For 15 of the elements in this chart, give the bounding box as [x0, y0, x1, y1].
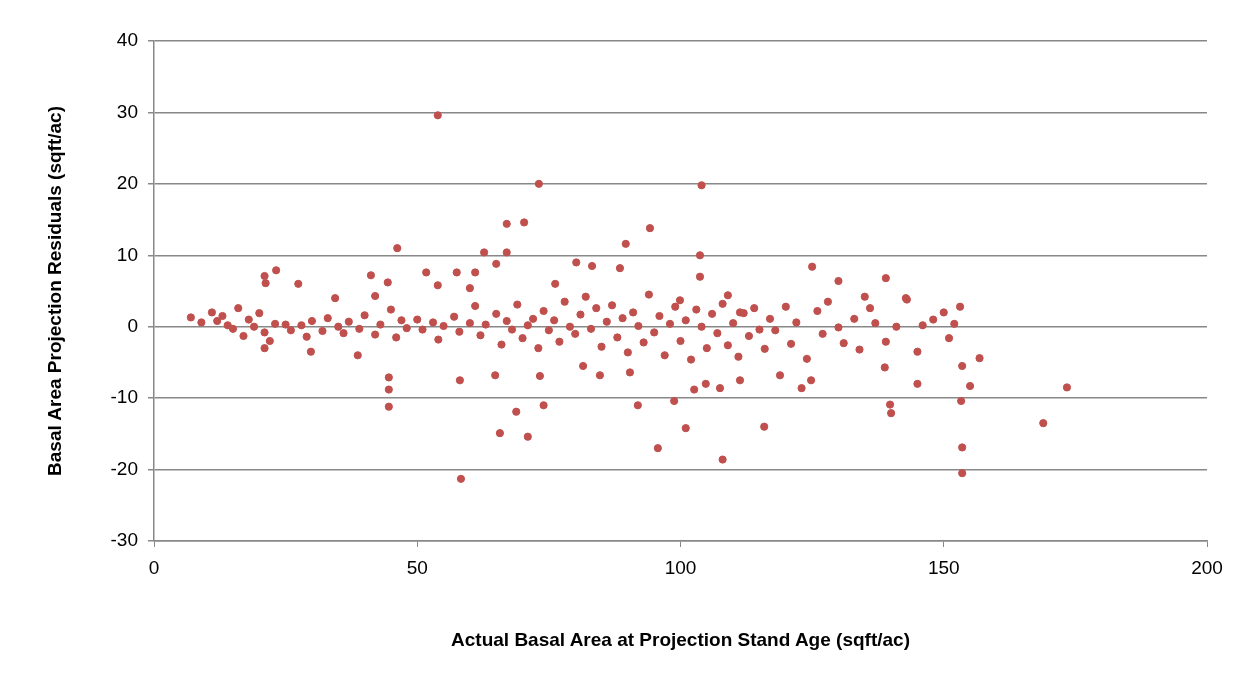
x-axis-title: Actual Basal Area at Projection Stand Age (sqft/ac)	[451, 628, 910, 650]
x-tick-label: 150	[927, 556, 960, 578]
y-tick-label: 40	[116, 29, 138, 51]
y-tick-label: 0	[127, 314, 138, 336]
x-tick-label: 0	[148, 556, 160, 578]
y-tick-label: 10	[116, 243, 138, 265]
y-tick-label: -20	[110, 457, 138, 479]
x-tick-label: 50	[406, 556, 428, 578]
y-axis-title: Basal Area Projection Residuals (sqft/ac)	[43, 106, 65, 476]
y-tick-label: -10	[110, 386, 138, 408]
x-tick-label: 100	[664, 556, 697, 578]
y-tick-label: 30	[116, 100, 138, 122]
y-tick-label: -30	[110, 529, 138, 551]
y-tick-label: 20	[116, 172, 138, 194]
x-tick-label: 200	[1191, 556, 1223, 578]
